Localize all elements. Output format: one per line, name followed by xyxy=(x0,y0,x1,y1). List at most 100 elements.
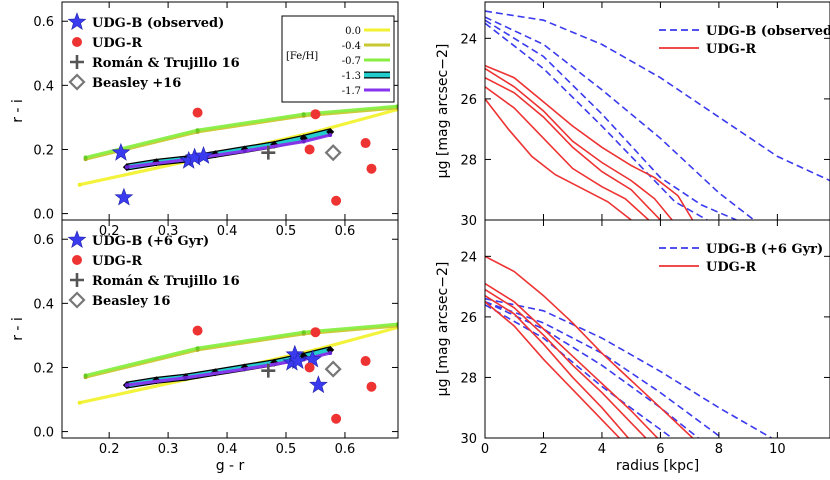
y-tick-label: 24 xyxy=(460,250,477,265)
feh-legend-label: -0.4 xyxy=(342,41,361,52)
plot-area xyxy=(77,322,398,424)
feh-track-point xyxy=(301,112,306,117)
legend-label: Román & Trujillo 16 xyxy=(92,56,240,71)
star-marker xyxy=(194,146,213,164)
star-marker xyxy=(111,142,131,161)
circle-marker xyxy=(192,107,203,118)
x-tick-label: 0.4 xyxy=(217,224,238,239)
udg-r-profile-line xyxy=(485,255,694,438)
feh-track-point xyxy=(124,165,129,170)
udg-b-profile-line xyxy=(485,19,737,220)
x-tick-label: 6 xyxy=(656,442,664,457)
plot-area xyxy=(77,104,398,206)
x-tick-label: 0 xyxy=(481,442,489,457)
y-axis-label: μg [mag arcsec−2] xyxy=(435,44,451,179)
udg-r-profile-line xyxy=(485,288,647,438)
y-tick-label: 0.6 xyxy=(33,233,54,248)
y-tick-label: 0.6 xyxy=(33,15,54,30)
legend-label: UDG-R xyxy=(92,254,142,269)
legend-star-symbol xyxy=(67,230,87,248)
star-marker xyxy=(114,187,134,206)
feh-legend-label: 0.0 xyxy=(345,26,361,37)
udg-r-profile-line xyxy=(485,64,694,220)
udg-r-profile-line xyxy=(485,98,632,220)
udg-r-profile-line xyxy=(485,76,661,220)
feh-legend-label: -1.3 xyxy=(342,71,361,82)
circle-marker xyxy=(360,138,371,149)
circle-marker xyxy=(331,413,342,424)
feh-legend-title: [Fe/H] xyxy=(286,51,318,62)
udg-b-profile-line xyxy=(485,22,708,220)
circle-marker xyxy=(366,381,377,392)
feh-track-point xyxy=(301,139,306,144)
legend-label: UDG-B (observed) xyxy=(706,24,830,39)
y-axis-label: r - i xyxy=(10,99,26,123)
legend-label: UDG-B (observed) xyxy=(92,16,224,31)
plus-marker xyxy=(261,363,276,378)
feh-track-point xyxy=(301,330,306,335)
x-tick-label: 2 xyxy=(539,442,547,457)
udg-r-profile-line xyxy=(485,282,659,438)
circle-marker xyxy=(192,325,203,336)
legend-label: UDG-B (+6 Gyr) xyxy=(92,234,209,249)
legend-plus-symbol xyxy=(70,55,84,69)
x-tick-label: 8 xyxy=(715,442,723,457)
udg-b-profile-line xyxy=(485,16,755,220)
feh-track-point xyxy=(242,149,247,154)
udg-r-profile-line xyxy=(485,301,621,438)
feh-track-point xyxy=(328,133,333,138)
feh-legend-label: -1.7 xyxy=(342,86,361,97)
legend-label: Beasley +16 xyxy=(92,76,181,91)
y-tick-label: 28 xyxy=(460,153,477,168)
y-tick-label: 28 xyxy=(460,371,477,386)
feh-track-line xyxy=(85,104,398,160)
diamond-marker xyxy=(324,360,342,378)
x-tick-label: 0.3 xyxy=(158,442,179,457)
star-marker xyxy=(288,351,308,369)
circle-marker xyxy=(304,362,315,373)
legend-circle-symbol xyxy=(72,37,82,47)
feh-track-point xyxy=(83,155,88,160)
legend-label: UDG-R xyxy=(92,36,142,51)
legend-diamond-symbol xyxy=(68,73,86,91)
x-tick-label: 0.5 xyxy=(276,224,297,239)
circle-marker xyxy=(310,327,321,338)
color-color-top-panel: 0.2 0.3 0.4 0.5 0.6 0.0 0.2 0.4 0.6 r - i UDG-B (o… xyxy=(10,1,399,239)
y-tick-label: 26 xyxy=(460,311,477,326)
x-tick-label: 10 xyxy=(769,442,786,457)
circle-marker xyxy=(360,356,371,367)
legend-label: UDG-B (+6 Gyr) xyxy=(706,242,823,257)
udg-b-profile-line xyxy=(485,304,673,438)
x-tick-label: 0.2 xyxy=(99,224,120,239)
y-tick-label: 0.2 xyxy=(33,143,54,158)
feh-track-point xyxy=(242,367,247,372)
y-tick-label: 0.2 xyxy=(33,361,54,376)
udg-r-profile-line xyxy=(485,67,673,220)
legend-diamond-symbol xyxy=(68,291,86,309)
udg-r-profile-line xyxy=(485,295,629,438)
udg-b-profile-line xyxy=(485,301,699,438)
plus-marker xyxy=(261,145,276,160)
x-tick-label: 0.5 xyxy=(276,442,297,457)
circle-marker xyxy=(304,144,315,155)
legend-label: Román & Trujillo 16 xyxy=(92,274,240,289)
x-tick-label: 0.4 xyxy=(217,442,238,457)
surface-brightness-top-panel: 24 26 28 30 μg [mag arcsec−2] UDG-B (observed… xyxy=(435,1,830,229)
x-tick-label: 0.6 xyxy=(335,224,356,239)
udg-b-profile-line xyxy=(485,297,772,438)
udg-b-profile-line xyxy=(485,10,830,182)
feh-track-point xyxy=(124,383,129,388)
plot-area xyxy=(485,255,772,438)
plot-frame xyxy=(61,219,399,439)
plot-area xyxy=(485,10,830,220)
legend-star-symbol xyxy=(67,12,87,30)
feh-track-point xyxy=(77,400,82,405)
y-axis-label: r - i xyxy=(10,317,26,341)
feh-track-point xyxy=(326,127,335,136)
feh-track-point xyxy=(77,182,82,187)
circle-marker xyxy=(331,195,342,206)
plot-frame xyxy=(484,219,830,439)
udg-b-profile-line xyxy=(485,301,723,438)
